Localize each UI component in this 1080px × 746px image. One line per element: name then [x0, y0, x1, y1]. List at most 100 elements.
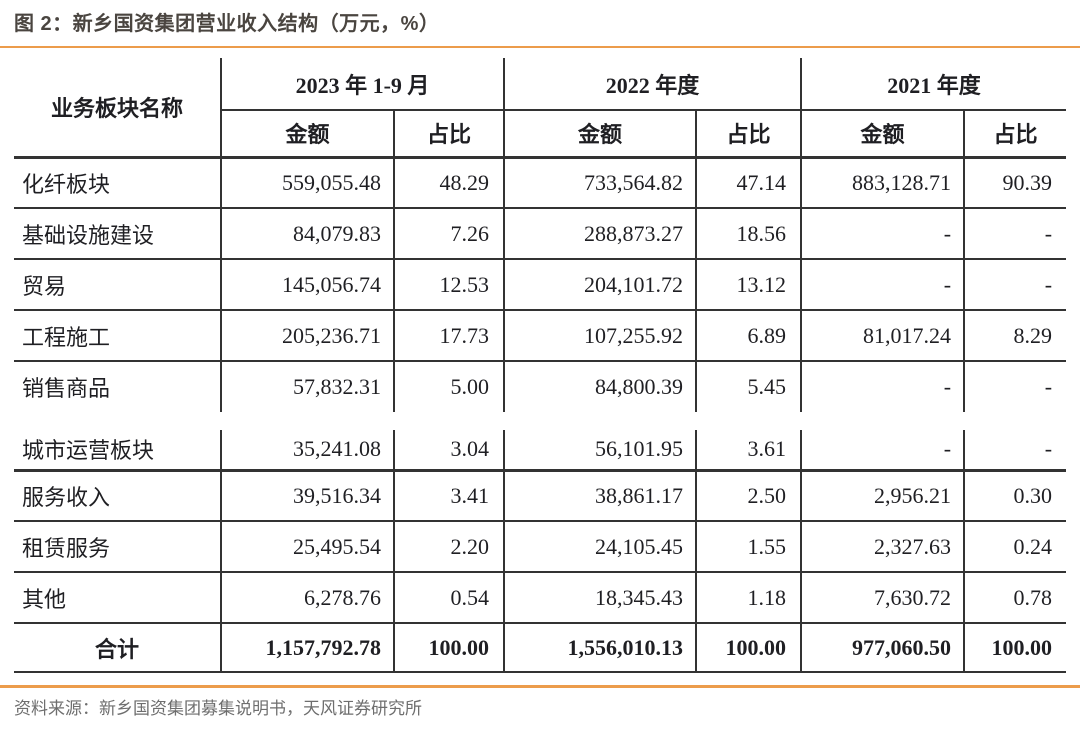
- ratio-cell: 5.45: [695, 361, 802, 412]
- total-amount-2023: 1,157,792.78: [220, 623, 394, 673]
- ratio-cell: -: [963, 208, 1067, 260]
- table-body-upper: 化纤板块 559,055.48 48.29 733,564.82 47.14 8…: [14, 157, 1067, 412]
- amount-cell: 883,128.71: [800, 157, 965, 209]
- source-note: 资料来源：新乡国资集团募集说明书，天风证券研究所: [14, 699, 422, 718]
- column-header-ratio-2022: 占比: [695, 110, 802, 159]
- table-row: 基础设施建设 84,079.83 7.26 288,873.27 18.56 -…: [14, 208, 1067, 260]
- amount-cell: -: [800, 430, 965, 472]
- amount-cell: 24,105.45: [503, 521, 697, 573]
- total-ratio-2023: 100.00: [392, 623, 505, 673]
- column-header-amount-2023: 金额: [220, 110, 394, 159]
- ratio-cell: -: [963, 361, 1067, 412]
- table-row: 租赁服务 25,495.54 2.20 24,105.45 1.55 2,327…: [14, 521, 1067, 573]
- amount-cell: 84,800.39: [503, 361, 697, 412]
- row-label: 销售商品: [22, 376, 111, 401]
- amount-cell: 559,055.48: [220, 157, 394, 209]
- amount-cell: 7,630.72: [800, 572, 965, 624]
- ratio-cell: -: [963, 259, 1067, 311]
- table-row: 其他 6,278.76 0.54 18,345.43 1.18 7,630.72…: [14, 572, 1067, 624]
- total-ratio-2022: 100.00: [695, 623, 802, 673]
- column-header-ratio-2021: 占比: [963, 110, 1067, 159]
- row-label: 服务收入: [14, 470, 221, 522]
- amount-cell: 145,056.74: [220, 259, 394, 311]
- amount-cell: 107,255.92: [503, 310, 697, 362]
- column-group-2022: 2022 年度: [503, 58, 802, 111]
- ratio-cell: 1.18: [695, 572, 802, 624]
- amount-cell: 25,495.54: [220, 521, 394, 573]
- ratio-cell: 1.55: [695, 521, 802, 573]
- ratio-cell: 2.50: [695, 470, 802, 522]
- title-divider: [0, 46, 1080, 48]
- amount-cell: -: [800, 208, 965, 260]
- row-label: 贸易: [14, 259, 221, 311]
- row-label: 工程施工: [14, 310, 221, 362]
- ratio-cell: 48.29: [392, 157, 505, 209]
- table-row: 化纤板块 559,055.48 48.29 733,564.82 47.14 8…: [14, 157, 1067, 209]
- page-break-gap: [14, 412, 1066, 430]
- amount-cell: 2,956.21: [800, 470, 965, 522]
- total-amount-2021: 977,060.50: [800, 623, 965, 673]
- amount-cell: 81,017.24: [800, 310, 965, 362]
- ratio-cell: 3.04: [392, 430, 505, 472]
- ratio-cell: 6.89: [695, 310, 802, 362]
- table-footer: 合计 1,157,792.78 100.00 1,556,010.13 100.…: [14, 623, 1067, 673]
- report-figure: 图 2：新乡国资集团营业收入结构（万元，%） 业务板块名称 2023 年 1-9…: [0, 12, 1080, 746]
- row-label: 其他: [14, 572, 221, 624]
- table-row: 工程施工 205,236.71 17.73 107,255.92 6.89 81…: [14, 310, 1067, 362]
- revenue-structure-table: 业务板块名称 2023 年 1-9 月 2022 年度 2021 年度 金额 占…: [14, 58, 1067, 673]
- amount-cell: 38,861.17: [503, 470, 697, 522]
- table-row: 销售商品 57,832.31 5.00 84,800.39 5.45 - -: [14, 361, 1067, 412]
- total-label: 合计: [14, 623, 221, 673]
- amount-cell: -: [800, 361, 965, 412]
- ratio-cell: 5.00: [392, 361, 505, 412]
- amount-cell: 733,564.82: [503, 157, 697, 209]
- column-header-amount-2021: 金额: [800, 110, 965, 159]
- row-label: 基础设施建设: [14, 208, 221, 260]
- ratio-cell: 0.30: [963, 470, 1067, 522]
- amount-cell: -: [800, 259, 965, 311]
- amount-cell: 6,278.76: [220, 572, 394, 624]
- amount-cell: 57,832.31: [220, 361, 394, 412]
- table-row: 服务收入 39,516.34 3.41 38,861.17 2.50 2,956…: [14, 470, 1067, 522]
- table-header: 业务板块名称 2023 年 1-9 月 2022 年度 2021 年度 金额 占…: [14, 58, 1067, 159]
- ratio-cell: 0.24: [963, 521, 1067, 573]
- ratio-cell: 0.54: [392, 572, 505, 624]
- amount-cell: 2,327.63: [800, 521, 965, 573]
- gap-cell: [14, 412, 1066, 430]
- column-header-ratio-2023: 占比: [392, 110, 505, 159]
- ratio-cell: 3.41: [392, 470, 505, 522]
- ratio-cell: 90.39: [963, 157, 1067, 209]
- ratio-cell: 2.20: [392, 521, 505, 573]
- table-body-lower: 城市运营板块 35,241.08 3.04 56,101.95 3.61 - -…: [14, 430, 1067, 624]
- row-label: 化纤板块: [14, 157, 221, 209]
- ratio-cell: 18.56: [695, 208, 802, 260]
- ratio-cell: 7.26: [392, 208, 505, 260]
- table-row: 城市运营板块 35,241.08 3.04 56,101.95 3.61 - -: [14, 430, 1067, 472]
- row-label: 租赁服务: [14, 521, 221, 573]
- ratio-cell: 17.73: [392, 310, 505, 362]
- footer-divider: [0, 685, 1080, 688]
- amount-cell: 205,236.71: [220, 310, 394, 362]
- ratio-cell: 3.61: [695, 430, 802, 472]
- column-header-business-segment: 业务板块名称: [14, 58, 221, 159]
- amount-cell: 35,241.08: [220, 430, 394, 472]
- ratio-cell: 47.14: [695, 157, 802, 209]
- ratio-cell: 0.78: [963, 572, 1067, 624]
- ratio-cell: 8.29: [963, 310, 1067, 362]
- total-amount-2022: 1,556,010.13: [503, 623, 697, 673]
- figure-title: 图 2：新乡国资集团营业收入结构（万元，%）: [14, 13, 440, 35]
- column-group-2021: 2021 年度: [800, 58, 1067, 111]
- amount-cell: 84,079.83: [220, 208, 394, 260]
- total-ratio-2021: 100.00: [963, 623, 1067, 673]
- ratio-cell: 12.53: [392, 259, 505, 311]
- amount-cell: 288,873.27: [503, 208, 697, 260]
- table-row: 贸易 145,056.74 12.53 204,101.72 13.12 - -: [14, 259, 1067, 311]
- total-row: 合计 1,157,792.78 100.00 1,556,010.13 100.…: [14, 623, 1067, 673]
- ratio-cell: -: [963, 430, 1067, 472]
- ratio-cell: 13.12: [695, 259, 802, 311]
- column-group-2023: 2023 年 1-9 月: [219, 58, 505, 111]
- amount-cell: 56,101.95: [503, 430, 697, 472]
- amount-cell: 204,101.72: [503, 259, 697, 311]
- row-label: 城市运营板块: [14, 430, 221, 472]
- amount-cell: 18,345.43: [503, 572, 697, 624]
